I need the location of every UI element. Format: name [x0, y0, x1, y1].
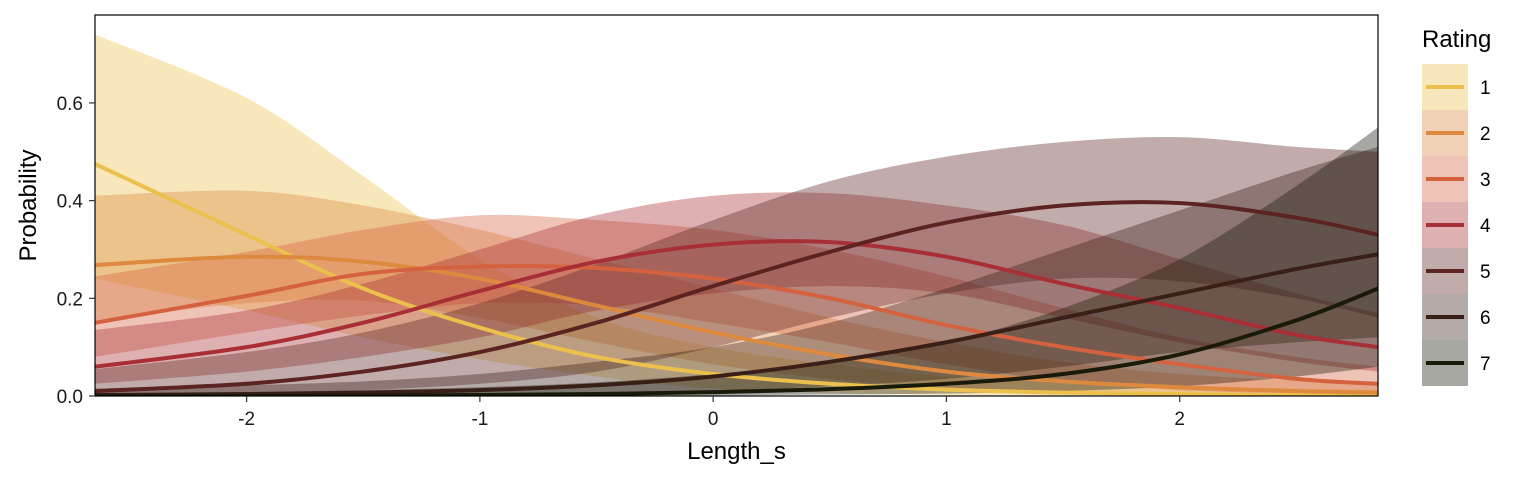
legend-label-6: 6	[1480, 308, 1491, 329]
y-tick-label: 0.4	[57, 192, 84, 213]
x-tick-label: 2	[1174, 409, 1185, 430]
ribbon-layer	[95, 34, 1378, 396]
legend: Rating 1 2 3 4 5 6 7	[1422, 26, 1491, 386]
ribbon-rating-3	[95, 214, 1378, 396]
line-rating-1	[95, 162, 1378, 396]
y-tick-label: 0.2	[57, 289, 83, 310]
line-rating-6	[95, 252, 1378, 396]
legend-label-4: 4	[1480, 216, 1491, 237]
ribbon-rating-6	[95, 146, 1378, 396]
y-tick-label: 0.0	[57, 387, 83, 408]
ribbon-rating-5	[95, 136, 1378, 396]
ribbon-rating-7	[95, 127, 1378, 396]
x-axis: -2 -1 0 1 2	[238, 396, 1185, 430]
y-tick-label: 0.6	[57, 94, 83, 115]
x-tick-label: 1	[941, 409, 952, 430]
x-tick-label: 0	[708, 409, 719, 430]
ribbon-rating-4	[95, 192, 1378, 384]
line-rating-3	[95, 264, 1378, 386]
y-axis: 0.0 0.2 0.4 0.6	[57, 94, 95, 408]
legend-label-5: 5	[1480, 262, 1491, 283]
line-rating-4	[95, 239, 1378, 369]
line-rating-5	[95, 200, 1378, 394]
line-rating-2	[95, 254, 1378, 395]
line-layer	[95, 162, 1378, 396]
x-tick-label: -2	[238, 409, 255, 430]
legend-label-3: 3	[1480, 170, 1491, 191]
legend-label-1: 1	[1480, 78, 1491, 99]
plot-panel-border	[94, 14, 1379, 397]
legend-label-2: 2	[1480, 124, 1491, 145]
legend-label-7: 7	[1480, 354, 1491, 375]
x-tick-label: -1	[471, 409, 488, 430]
y-axis-title: Probability	[15, 149, 42, 261]
legend-title: Rating	[1422, 26, 1491, 53]
ribbon-rating-2	[95, 190, 1378, 396]
x-axis-title: Length_s	[687, 438, 786, 465]
